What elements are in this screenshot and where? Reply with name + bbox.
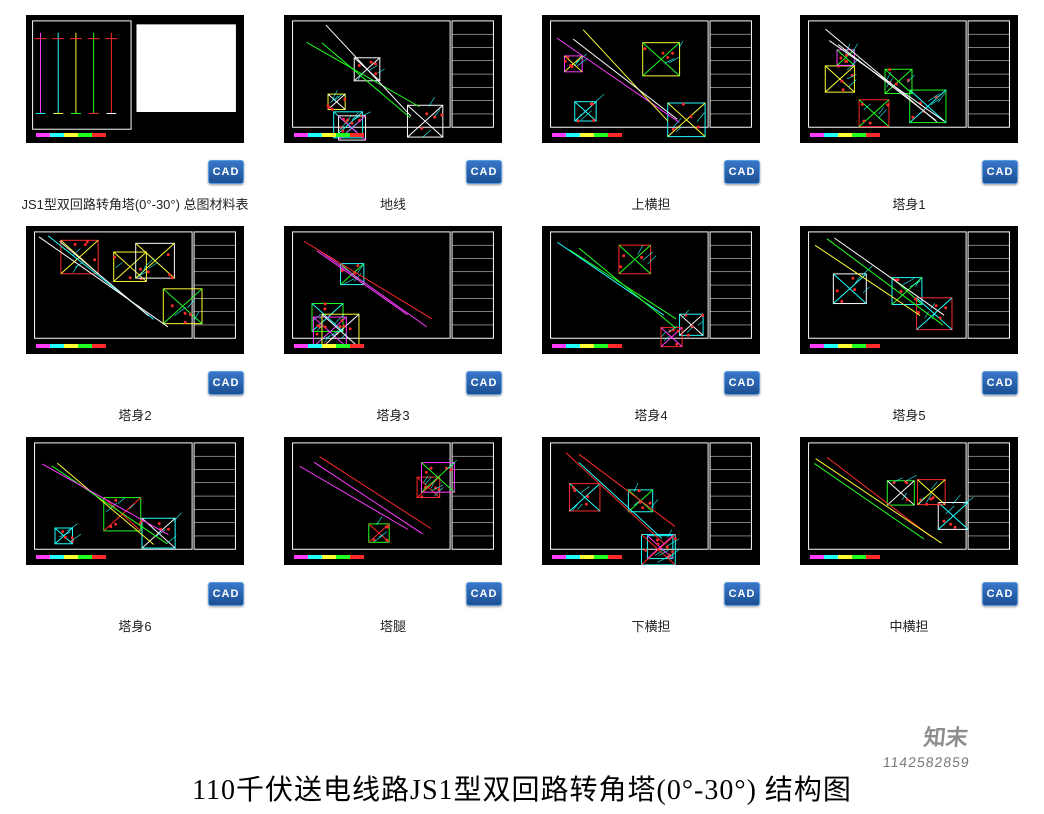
cad-badge-icon: CAD (208, 582, 244, 606)
thumbnail[interactable]: CAD (278, 221, 508, 401)
cad-badge-icon: CAD (724, 371, 760, 395)
layer-color-strip (294, 555, 364, 559)
cad-badge-icon: CAD (466, 160, 502, 184)
thumbnail-caption: 塔身2 (118, 405, 151, 424)
cad-preview (541, 14, 761, 144)
thumbnail-caption: 上横担 (631, 194, 670, 213)
thumbnail[interactable]: CAD (794, 221, 1024, 401)
thumbnail-cell[interactable]: CAD 上横担 (534, 10, 768, 213)
thumbnail[interactable]: CAD (278, 432, 508, 612)
thumbnail[interactable]: CAD (794, 10, 1024, 190)
layer-color-strip (294, 133, 364, 137)
thumbnail[interactable]: CAD (536, 432, 766, 612)
thumbnail-caption: 塔腿 (380, 616, 406, 635)
thumbnail[interactable]: CAD (794, 432, 1024, 612)
cad-preview (283, 436, 503, 566)
cad-badge-icon: CAD (982, 160, 1018, 184)
cad-preview (799, 14, 1019, 144)
cad-badge-icon: CAD (466, 371, 502, 395)
cad-badge-icon: CAD (466, 582, 502, 606)
thumbnail[interactable]: CAD (536, 221, 766, 401)
cad-badge-icon: CAD (208, 371, 244, 395)
layer-color-strip (36, 344, 106, 348)
cad-badge-icon: CAD (724, 582, 760, 606)
thumbnail-cell[interactable]: CAD 塔身2 (18, 221, 252, 424)
thumbnail[interactable]: CAD (536, 10, 766, 190)
layer-color-strip (552, 133, 622, 137)
thumbnail-grid: CADJS1型双回路转角塔(0°-30°) 总图材料表CAD地线CAD上横担CA… (0, 0, 1044, 635)
thumbnail-caption: JS1型双回路转角塔(0°-30°) 总图材料表 (21, 194, 248, 213)
thumbnail-cell[interactable]: CAD 下横担 (534, 432, 768, 635)
thumbnail-caption: 下横担 (631, 616, 670, 635)
thumbnail[interactable]: CAD (278, 10, 508, 190)
cad-preview (283, 14, 503, 144)
thumbnail-cell[interactable]: CAD 塔腿 (276, 432, 510, 635)
thumbnail-cell[interactable]: CAD JS1型双回路转角塔(0°-30°) 总图材料表 (18, 10, 252, 213)
thumbnail-cell[interactable]: CAD 塔身1 (792, 10, 1026, 213)
thumbnail-caption: 塔身1 (892, 194, 925, 213)
layer-color-strip (36, 133, 106, 137)
cad-preview (541, 225, 761, 355)
thumbnail-cell[interactable]: CAD 地线 (276, 10, 510, 213)
watermark-text: 知末 (922, 720, 969, 752)
thumbnail-cell[interactable]: CAD 塔身5 (792, 221, 1026, 424)
thumbnail[interactable]: CAD (20, 221, 250, 401)
cad-badge-icon: CAD (982, 371, 1018, 395)
thumbnail-caption: 地线 (380, 194, 406, 213)
thumbnail-caption: 塔身4 (634, 405, 667, 424)
thumbnail-caption: 塔身6 (118, 616, 151, 635)
thumbnail-caption: 中横担 (889, 616, 928, 635)
thumbnail-cell[interactable]: CAD 塔身3 (276, 221, 510, 424)
thumbnail-caption: 塔身5 (892, 405, 925, 424)
layer-color-strip (36, 555, 106, 559)
layer-color-strip (810, 344, 880, 348)
cad-badge-icon: CAD (982, 582, 1018, 606)
thumbnail[interactable]: CAD (20, 432, 250, 612)
thumbnail-cell[interactable]: CAD 塔身4 (534, 221, 768, 424)
cad-preview (283, 225, 503, 355)
cad-preview (25, 225, 245, 355)
cad-preview (541, 436, 761, 566)
thumbnail-caption: 塔身3 (376, 405, 409, 424)
thumbnail-cell[interactable]: CAD 塔身6 (18, 432, 252, 635)
cad-badge-icon: CAD (208, 160, 244, 184)
cad-preview (799, 225, 1019, 355)
cad-preview (799, 436, 1019, 566)
thumbnail-cell[interactable]: CAD 中横担 (792, 432, 1026, 635)
cad-preview (25, 436, 245, 566)
thumbnail[interactable]: CAD (20, 10, 250, 190)
layer-color-strip (294, 344, 364, 348)
layer-color-strip (552, 555, 622, 559)
layer-color-strip (552, 344, 622, 348)
cad-badge-icon: CAD (724, 160, 760, 184)
layer-color-strip (810, 555, 880, 559)
layer-color-strip (810, 133, 880, 137)
page-title: 110千伏送电线路JS1型双回路转角塔(0°-30°) 结构图 (0, 768, 1044, 808)
cad-preview (25, 14, 245, 144)
